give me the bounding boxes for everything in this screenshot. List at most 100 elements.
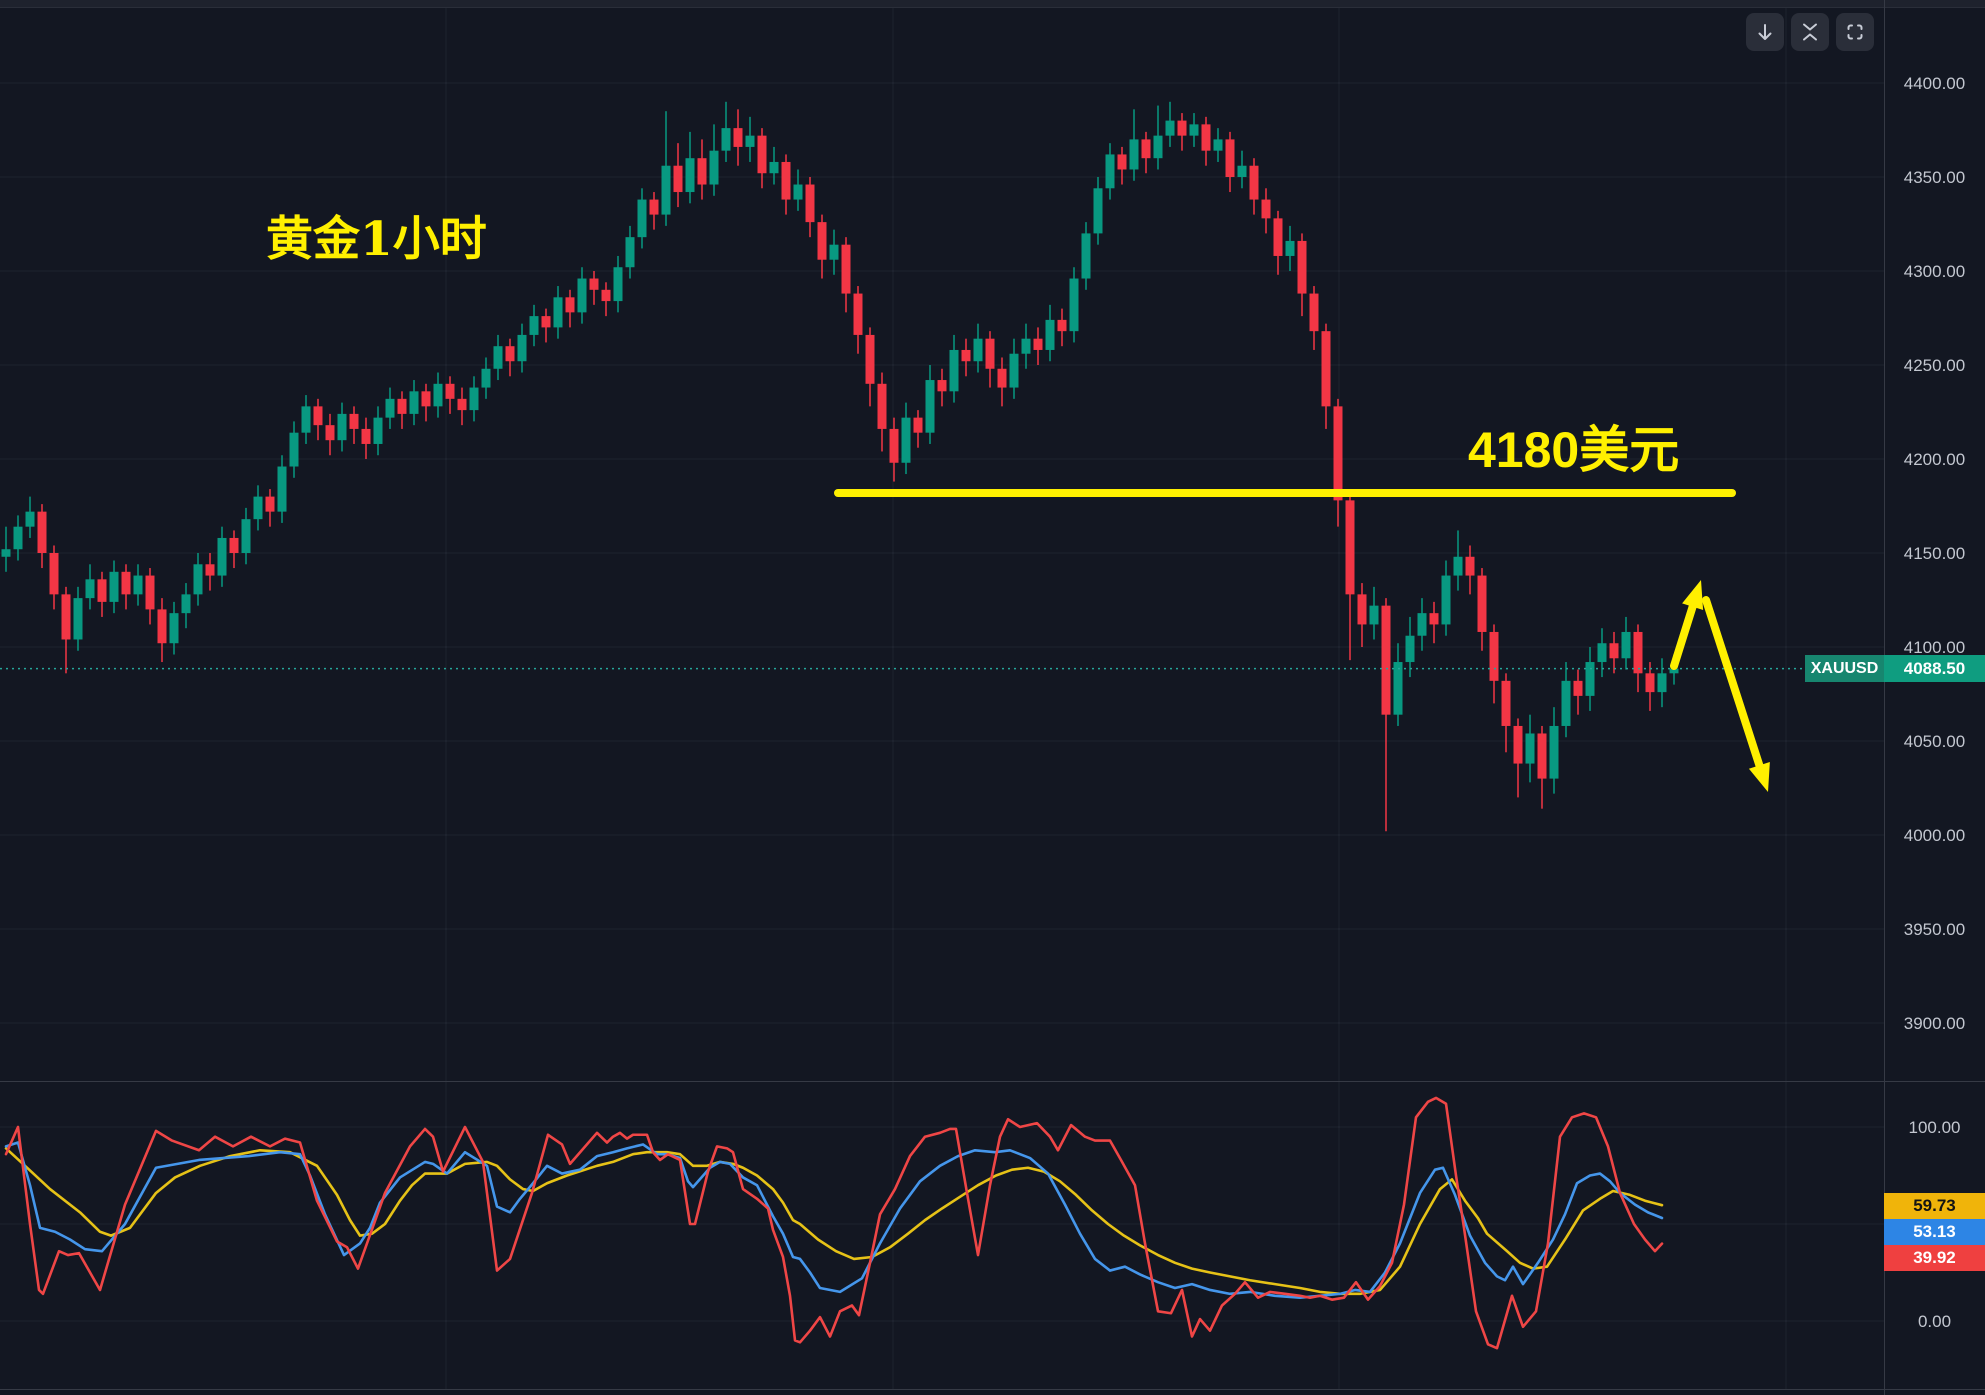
candle-body — [1225, 139, 1235, 177]
candle-body — [229, 537, 239, 553]
candle-body — [1045, 319, 1055, 350]
candle-body — [85, 579, 95, 599]
candle-body — [1477, 575, 1487, 632]
candle-body — [565, 297, 575, 313]
candle-body — [1381, 605, 1391, 715]
candle-body — [25, 511, 35, 527]
candle-body — [1129, 139, 1139, 170]
support-level-annotation: 4180美元 — [1468, 422, 1680, 478]
candle-body — [1549, 725, 1559, 779]
candle-body — [1189, 124, 1199, 136]
candle-body — [1117, 154, 1127, 170]
kdj-k-value-badge: 53.13 — [1884, 1219, 1985, 1245]
candle-body — [1213, 139, 1223, 151]
candle-body — [841, 244, 851, 294]
candle-body — [1621, 631, 1631, 659]
price-tick-label: 4350.00 — [1903, 168, 1966, 187]
candle-body — [481, 368, 491, 388]
candle-body — [637, 199, 647, 238]
candle-body — [613, 267, 623, 302]
candle-body — [301, 406, 311, 433]
candle-body — [1561, 680, 1571, 726]
candle-body — [1093, 188, 1103, 234]
candle-body — [205, 564, 215, 576]
candle-body — [1081, 233, 1091, 279]
candle-body — [949, 349, 959, 392]
candle-body — [1273, 218, 1283, 256]
candle-body — [1453, 556, 1463, 576]
candle-body — [1357, 594, 1367, 625]
price-tick-label: 4050.00 — [1903, 732, 1966, 751]
candle-body — [1165, 120, 1175, 136]
scroll-down-button[interactable] — [1746, 13, 1784, 51]
candle-body — [553, 297, 563, 328]
candle-body — [397, 398, 407, 414]
candle-body — [1573, 680, 1583, 696]
candle-body — [73, 598, 83, 640]
candle-body — [853, 293, 863, 335]
candle-body — [1261, 199, 1271, 219]
candle-body — [181, 594, 191, 614]
candle-body — [1657, 673, 1667, 693]
up-arrow-annotation-head[interactable] — [1682, 580, 1704, 611]
indicator-pane-separator[interactable] — [0, 1081, 1985, 1082]
candle-body — [1177, 120, 1187, 136]
candle-body — [745, 135, 755, 147]
candle-body — [721, 128, 731, 151]
down-arrow-annotation-head[interactable] — [1748, 761, 1770, 792]
candle-body — [733, 128, 743, 147]
down-arrow-annotation-shaft[interactable] — [1702, 596, 1766, 776]
candle-body — [1597, 643, 1607, 663]
candle-body — [337, 413, 347, 441]
collapse-chevrons-icon — [1803, 23, 1817, 41]
candle-body — [697, 158, 707, 185]
candle-body — [1465, 556, 1475, 576]
candle-body — [601, 289, 611, 302]
candle-body — [913, 417, 923, 433]
candle-body — [1057, 319, 1067, 332]
price-tick-label: 3900.00 — [1903, 1014, 1966, 1033]
candle-body — [157, 609, 167, 644]
candle-body — [1537, 733, 1547, 779]
candle-body — [1405, 635, 1415, 663]
candle-body — [277, 466, 287, 512]
candle-body — [1105, 154, 1115, 189]
candle-body — [589, 278, 599, 290]
up-arrow-annotation-shaft[interactable] — [1670, 596, 1699, 670]
candle-body — [1285, 240, 1295, 256]
candle-body — [289, 432, 299, 467]
price-tick-label: 4300.00 — [1903, 262, 1966, 281]
chart-title-annotation: 黄金1小时 — [266, 212, 487, 267]
candle-body — [1513, 725, 1523, 764]
candle-body — [1417, 613, 1427, 636]
candle-body — [1237, 165, 1247, 177]
candle-body — [433, 383, 443, 407]
candle-body — [781, 161, 791, 200]
candle-body — [1609, 643, 1619, 659]
time-axis-separator — [0, 1389, 1985, 1390]
candle-body — [373, 417, 383, 444]
candle-body — [61, 594, 71, 640]
candle-body — [625, 237, 635, 268]
kdj-j-line — [4, 1096, 1664, 1350]
candle-body — [445, 383, 455, 399]
candle-body — [349, 413, 359, 429]
candle-body — [217, 537, 227, 576]
candle-body — [1309, 293, 1319, 332]
kdj-j-value-badge: 39.92 — [1884, 1245, 1985, 1271]
collapse-pane-button[interactable] — [1791, 13, 1829, 51]
candle-body — [1501, 680, 1511, 726]
candle-body — [865, 334, 875, 384]
candle-body — [253, 496, 263, 520]
candle-body — [1033, 338, 1043, 350]
candle-body — [649, 199, 659, 215]
candle-body — [517, 334, 527, 362]
candle-body — [1525, 733, 1535, 764]
candle-body — [133, 575, 143, 595]
maximize-pane-button[interactable] — [1836, 13, 1874, 51]
candle-body — [685, 158, 695, 193]
candle-body — [1153, 135, 1163, 159]
candle-body — [505, 346, 515, 362]
